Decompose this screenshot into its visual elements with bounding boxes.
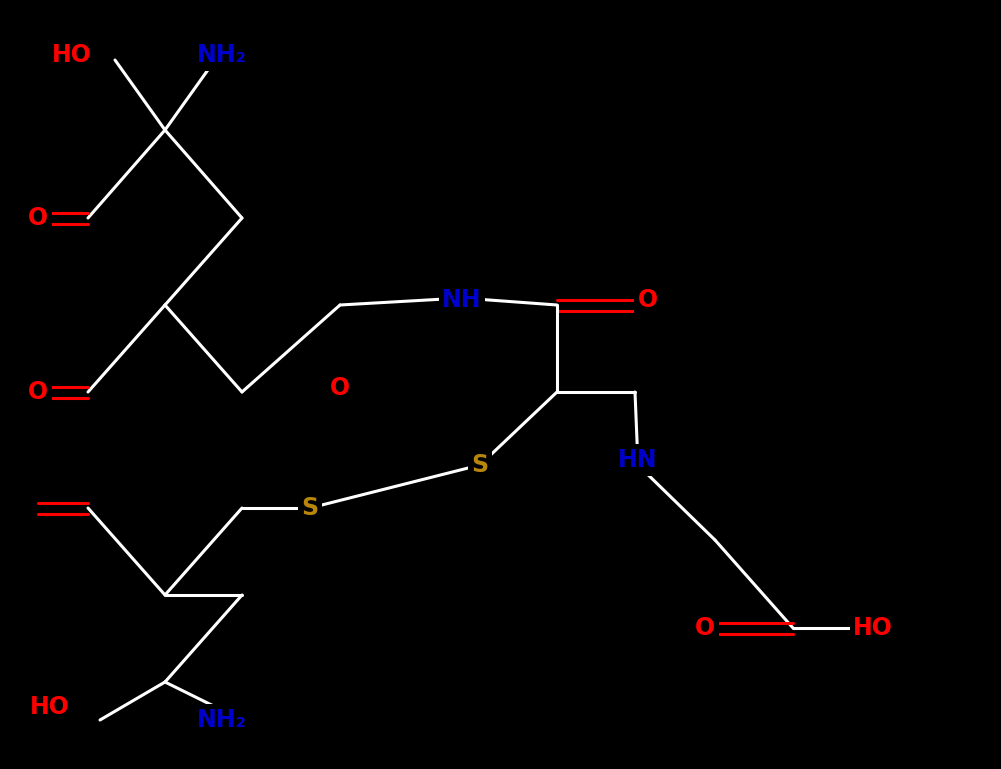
Text: HO: HO: [30, 695, 70, 719]
Text: S: S: [471, 453, 488, 477]
Text: S: S: [301, 496, 318, 520]
Text: O: O: [28, 206, 48, 230]
Text: O: O: [330, 376, 350, 400]
Text: NH: NH: [442, 288, 481, 312]
Text: HN: HN: [619, 448, 658, 472]
Text: HO: HO: [853, 616, 893, 640]
Text: NH₂: NH₂: [197, 43, 247, 67]
Text: NH₂: NH₂: [197, 708, 247, 732]
Text: HO: HO: [52, 43, 92, 67]
Text: O: O: [638, 288, 658, 312]
Text: O: O: [28, 380, 48, 404]
Text: O: O: [695, 616, 715, 640]
